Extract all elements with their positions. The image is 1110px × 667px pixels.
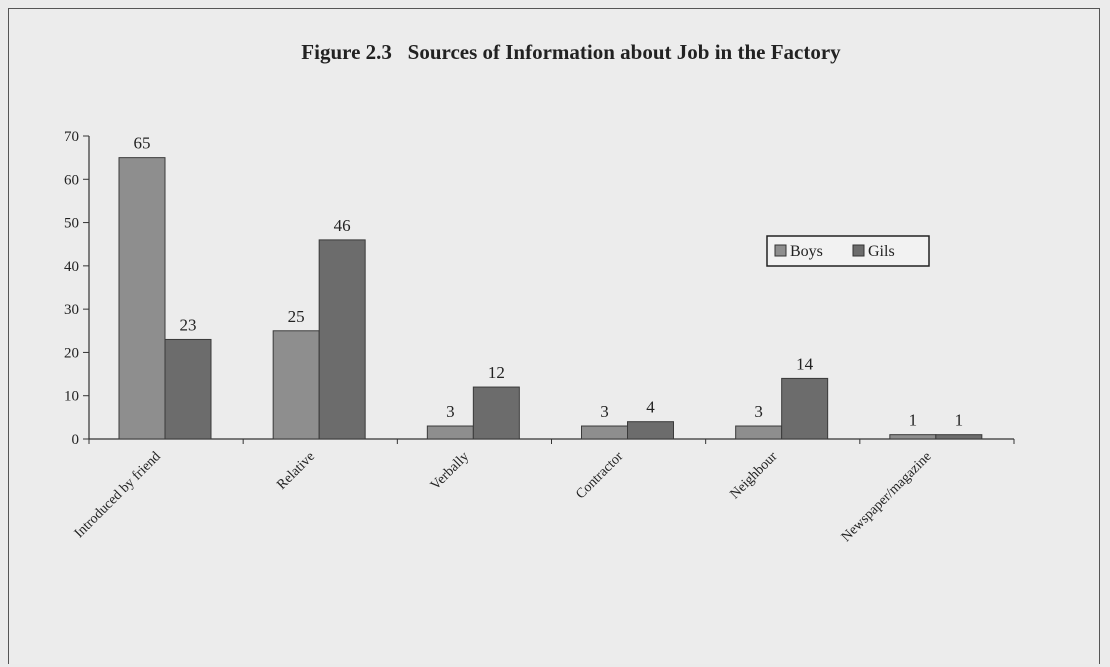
legend-box xyxy=(766,235,930,267)
figure-panel: Figure 2.3 Sources of Information about … xyxy=(8,8,1100,664)
bar-boys-6 xyxy=(889,434,937,440)
legend-swatch-boys xyxy=(774,244,787,257)
legend-swatch-gils xyxy=(852,244,865,257)
y-tick-label: 60 xyxy=(64,172,79,188)
bar-chart: Figure 2.3 Sources of Information about … xyxy=(64,40,1015,545)
legend-label-boys: Boys xyxy=(790,243,823,260)
bar-boys-1 xyxy=(118,157,166,440)
bar-boys-5 xyxy=(735,425,783,440)
bar-gils-1 xyxy=(164,338,212,440)
bar-boys-3 xyxy=(426,425,474,440)
category-label: Relative xyxy=(274,449,318,493)
data-label: 46 xyxy=(334,216,351,235)
bar-gils-5 xyxy=(781,377,829,440)
bar-gils-2 xyxy=(318,239,366,440)
plot-area: 0 10 20 30 40 50 60 70 65 23 Introduced by friend 2… xyxy=(64,129,1015,545)
legend: Boys Gils xyxy=(766,235,930,267)
bar-gils-6 xyxy=(935,434,983,440)
y-tick-label: 20 xyxy=(64,345,79,361)
data-label: 1 xyxy=(955,411,964,430)
y-tick-label: 50 xyxy=(64,216,79,232)
data-label: 23 xyxy=(180,315,197,334)
category-label: Contractor xyxy=(573,449,626,502)
bar-boys-4 xyxy=(581,425,628,440)
category-label: Introduced by friend xyxy=(72,449,164,541)
data-label: 25 xyxy=(288,307,305,326)
data-label: 12 xyxy=(488,363,505,382)
bar-boys-2 xyxy=(272,330,320,440)
category-label: Neighbour xyxy=(728,449,781,502)
category-label: Verbally xyxy=(428,449,472,493)
chart-title: Figure 2.3 Sources of Information about … xyxy=(301,40,841,64)
data-label: 14 xyxy=(796,354,814,373)
y-tick-label: 30 xyxy=(64,302,79,318)
y-tick-label: 70 xyxy=(64,129,79,145)
y-tick-label: 0 xyxy=(72,432,80,448)
data-label: 3 xyxy=(600,402,609,421)
category-label: Newspaper/magazine xyxy=(839,449,935,545)
legend-label-gils: Gils xyxy=(868,243,895,260)
bar-gils-3 xyxy=(472,386,520,440)
data-label: 65 xyxy=(134,134,151,153)
y-tick-label: 40 xyxy=(64,259,79,275)
bar-gils-4 xyxy=(627,421,674,440)
data-label: 1 xyxy=(909,411,918,430)
y-tick-label: 10 xyxy=(64,389,79,405)
data-label: 3 xyxy=(446,402,455,421)
data-label: 4 xyxy=(646,398,655,417)
data-label: 3 xyxy=(754,402,763,421)
